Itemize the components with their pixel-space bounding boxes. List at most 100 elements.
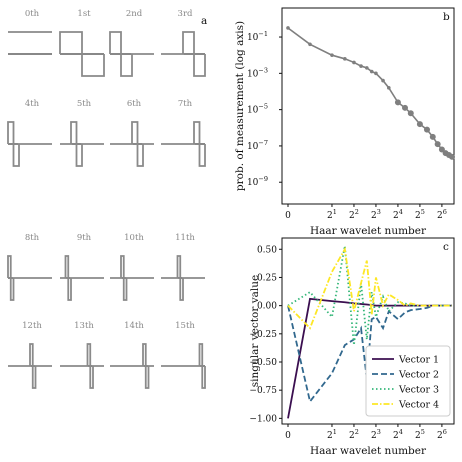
- x-tick-label: 23: [371, 208, 381, 221]
- y-tick-label-exponent: −9: [258, 175, 268, 183]
- y-axis-label: prob. of measurement (log axis): [234, 21, 246, 191]
- x-tick-label-exponent: 2: [355, 428, 359, 436]
- data-point: [434, 141, 441, 148]
- x-tick-label-base: 0: [285, 431, 291, 441]
- legend-entry-1: Vector 1: [398, 355, 439, 366]
- data-point: [330, 53, 334, 57]
- y-tick-label: 10−1: [247, 30, 268, 43]
- y-tick-label: 0.00: [257, 302, 277, 312]
- x-tick-label-base: 2: [371, 211, 377, 221]
- x-tick-label-exponent: 3: [377, 208, 381, 216]
- x-tick-label-base: 2: [349, 211, 355, 221]
- y-tick-label: −0.25: [249, 330, 277, 340]
- x-tick-label: 22: [349, 428, 359, 441]
- x-tick-label: 21: [327, 428, 337, 441]
- panel-c-singular-vector-chart: c0.500.250.00−0.25−0.50−0.75−1.000 21 22 23…: [249, 237, 455, 457]
- x-tick-label: 24: [393, 208, 403, 221]
- wavelet-title: 10th: [124, 233, 144, 243]
- wavelet-3: 3rd: [161, 9, 206, 77]
- data-point: [369, 69, 374, 74]
- x-tick-label: 23: [371, 428, 381, 441]
- x-tick-label-base: 2: [393, 431, 399, 441]
- x-tick-label-exponent: 5: [421, 428, 425, 436]
- y-tick-label: 0.50: [257, 245, 277, 255]
- x-tick-label-base: 2: [371, 431, 377, 441]
- x-tick-label: 26: [437, 208, 447, 221]
- panel-c-frame: [281, 237, 455, 425]
- wavelet-title: 7th: [178, 99, 193, 109]
- y-tick-label-base: 10: [247, 142, 259, 152]
- wavelet-title: 1st: [77, 9, 91, 19]
- wavelet-6: 6th: [110, 99, 154, 167]
- x-tick-label: 24: [393, 428, 403, 441]
- data-point: [416, 121, 423, 128]
- wavelet-title: 15th: [175, 321, 195, 331]
- wavelet-5: 5th: [60, 99, 104, 167]
- wavelet-title: 11th: [175, 233, 195, 243]
- wavelet-curve: [7, 121, 52, 167]
- y-tick-label-base: 10: [247, 33, 259, 43]
- wavelet-curve: [110, 255, 154, 301]
- wavelet-title: 14th: [124, 321, 144, 331]
- x-tick-label-exponent: 2: [355, 208, 359, 216]
- wavelet-title: 4th: [25, 99, 40, 109]
- series-line-4: [287, 246, 452, 330]
- panel-c-label: c: [443, 241, 449, 253]
- wavelet-curve: [8, 343, 52, 389]
- data-point: [438, 146, 445, 153]
- data-point: [402, 104, 409, 111]
- data-point: [449, 153, 455, 160]
- y-tick-label: 10−5: [247, 103, 268, 116]
- wavelet-title: 6th: [127, 99, 142, 109]
- x-tick-label-base: 2: [437, 431, 443, 441]
- y-tick-label: 10−9: [247, 175, 268, 188]
- x-tick-label-base: 2: [415, 431, 421, 441]
- y-tick-label-base: 10: [247, 106, 259, 116]
- x-tick-label-base: 2: [437, 211, 443, 221]
- x-tick-label-base: 0: [285, 211, 291, 221]
- series-line-2: [287, 304, 452, 404]
- y-tick-label: −0.50: [249, 358, 277, 368]
- y-tick-label-exponent: −1: [258, 30, 268, 38]
- panel-a-wavelets: a 0th 1st 2nd 3rd 4th 5th 6th 7th 8th 9th 10th 11th 1…: [7, 9, 207, 389]
- x-tick-label-exponent: 4: [399, 208, 403, 216]
- wavelet-title: 0th: [25, 9, 40, 19]
- wavelet-title: 12th: [22, 321, 42, 331]
- x-tick-label-base: 2: [393, 211, 399, 221]
- wavelet-10: 10th: [110, 233, 154, 301]
- series-line-1: [287, 297, 452, 419]
- wavelet-9: 9th: [60, 233, 104, 301]
- x-tick-label-base: 2: [415, 211, 421, 221]
- y-tick-label-exponent: −7: [258, 139, 268, 147]
- y-tick-label-base: 10: [247, 178, 259, 188]
- wavelet-1: 1st: [59, 9, 105, 77]
- data-point: [308, 42, 312, 47]
- legend-entry-3: Vector 3: [398, 385, 439, 396]
- wavelet-title: 3rd: [178, 9, 193, 19]
- series-line: [287, 27, 453, 158]
- data-point: [407, 110, 414, 117]
- y-tick-label-base: 10: [247, 69, 259, 79]
- wavelet-11: 11th: [161, 233, 205, 301]
- wavelet-14: 14th: [110, 321, 154, 389]
- y-tick-label: 10−3: [247, 66, 268, 79]
- x-axis-label: Haar wavelet number: [310, 445, 427, 457]
- y-tick-label-exponent: −3: [258, 66, 268, 74]
- data-point: [359, 64, 363, 68]
- wavelet-13: 13th: [60, 321, 104, 389]
- wavelet-title: 8th: [25, 233, 40, 243]
- x-tick-label-exponent: 5: [421, 208, 425, 216]
- data-point: [365, 66, 369, 70]
- wavelet-0: 0th: [8, 9, 52, 55]
- wavelet-title: 13th: [74, 321, 94, 331]
- wavelet-title: 2nd: [126, 9, 143, 19]
- y-tick-label: −0.75: [249, 386, 277, 396]
- wavelet-curve: [161, 121, 206, 167]
- wavelet-curve: [60, 255, 104, 301]
- x-tick-label: 0: [285, 431, 291, 441]
- data-point: [429, 133, 436, 140]
- x-tick-label-exponent: 1: [333, 208, 337, 216]
- wavelet-15: 15th: [161, 321, 206, 389]
- wavelet-curve: [60, 343, 104, 389]
